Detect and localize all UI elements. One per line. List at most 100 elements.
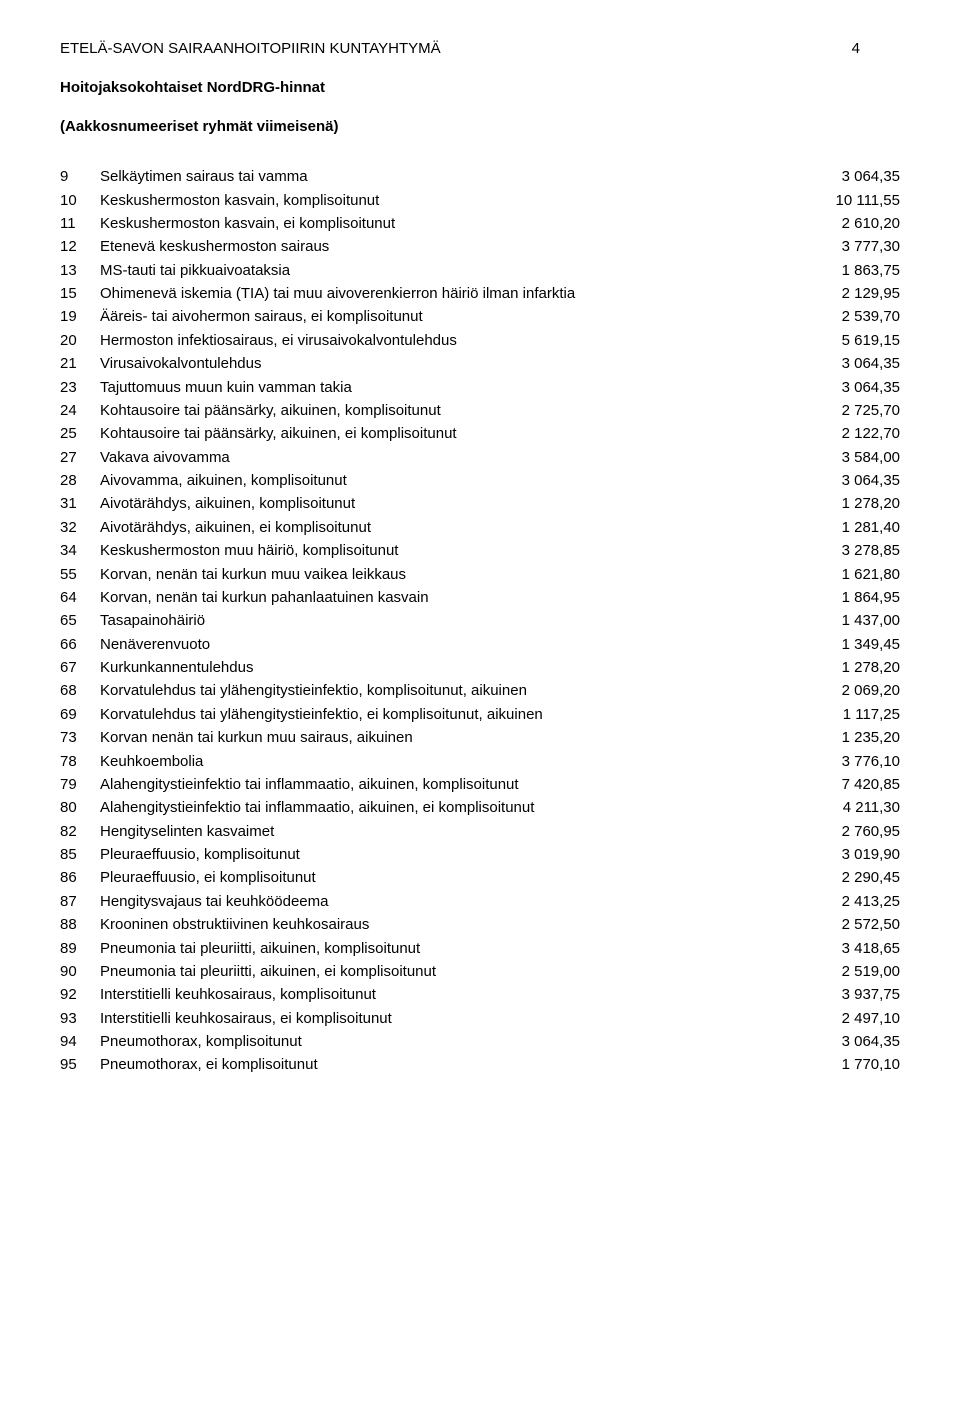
row-label: Selkäytimen sairaus tai vamma [100, 165, 800, 188]
row-price: 2 572,50 [800, 913, 900, 936]
row-label: Aivotärähdys, aikuinen, komplisoitunut [100, 492, 800, 515]
row-label: Vakava aivovamma [100, 446, 800, 469]
row-price: 3 064,35 [800, 1030, 900, 1053]
table-row: 82Hengityselinten kasvaimet2 760,95 [60, 820, 900, 843]
table-row: 13MS-tauti tai pikkuaivoataksia1 863,75 [60, 259, 900, 282]
price-table: 9Selkäytimen sairaus tai vamma 3 064,35 10… [60, 165, 900, 1077]
table-row: 27Vakava aivovamma3 584,00 [60, 446, 900, 469]
row-price: 3 019,90 [800, 843, 900, 866]
row-code: 27 [60, 446, 100, 469]
table-row: 87Hengitysvajaus tai keuhköödeema2 413,2… [60, 890, 900, 913]
document-title: Hoitojaksokohtaiset NordDRG-hinnat [60, 79, 900, 96]
row-code: 64 [60, 586, 100, 609]
row-price: 2 122,70 [800, 422, 900, 445]
row-code: 87 [60, 890, 100, 913]
table-row: 69Korvatulehdus tai ylähengitystieinfekt… [60, 703, 900, 726]
row-label: Korvan, nenän tai kurkun pahanlaatuinen … [100, 586, 800, 609]
row-price: 2 610,20 [800, 212, 900, 235]
row-code: 85 [60, 843, 100, 866]
table-row: 25Kohtausoire tai päänsärky, aikuinen, e… [60, 422, 900, 445]
row-label: Pneumonia tai pleuriitti, aikuinen, komp… [100, 936, 800, 959]
row-price: 2 725,70 [800, 399, 900, 422]
table-row: 19Ääreis- tai aivohermon sairaus, ei kom… [60, 305, 900, 328]
table-row: 79Alahengitystieinfektio tai inflammaati… [60, 773, 900, 796]
table-row: 23Tajuttomuus muun kuin vamman takia3 06… [60, 375, 900, 398]
table-row: 88Krooninen obstruktiivinen keuhkosairau… [60, 913, 900, 936]
header-organization: ETELÄ-SAVON SAIRAANHOITOPIIRIN KUNTAYHTY… [60, 40, 441, 57]
row-code: 34 [60, 539, 100, 562]
row-code: 95 [60, 1053, 100, 1076]
row-code: 86 [60, 866, 100, 889]
row-label: Virusaivokalvontulehdus [100, 352, 800, 375]
row-price: 2 539,70 [800, 305, 900, 328]
row-code: 79 [60, 773, 100, 796]
row-code: 66 [60, 633, 100, 656]
row-code: 10 [60, 188, 100, 211]
row-price: 1 281,40 [800, 516, 900, 539]
row-price: 3 064,35 [800, 352, 900, 375]
row-label: Korvan nenän tai kurkun muu sairaus, aik… [100, 726, 800, 749]
row-code: 23 [60, 375, 100, 398]
table-row: 12Etenevä keskushermoston sairaus3 777,3… [60, 235, 900, 258]
row-label: Keskushermoston kasvain, ei komplisoitun… [100, 212, 800, 235]
table-row: 10Keskushermoston kasvain, komplisoitunu… [60, 188, 900, 211]
row-label: Kurkunkannentulehdus [100, 656, 800, 679]
row-code: 88 [60, 913, 100, 936]
row-label: Etenevä keskushermoston sairaus [100, 235, 800, 258]
row-code: 28 [60, 469, 100, 492]
row-label: Pneumothorax, ei komplisoitunut [100, 1053, 800, 1076]
row-label: Interstitielli keuhkosairaus, komplisoit… [100, 983, 800, 1006]
table-row: 34Keskushermoston muu häiriö, komplisoit… [60, 539, 900, 562]
table-row: 15Ohimenevä iskemia (TIA) tai muu aivove… [60, 282, 900, 305]
table-row: 86Pleuraeffuusio, ei komplisoitunut2 290… [60, 866, 900, 889]
table-row: 66Nenäverenvuoto1 349,45 [60, 633, 900, 656]
row-label: Pneumonia tai pleuriitti, aikuinen, ei k… [100, 960, 800, 983]
row-label: Hengityselinten kasvaimet [100, 820, 800, 843]
row-price: 1 117,25 [800, 703, 900, 726]
row-label: Aivotärähdys, aikuinen, ei komplisoitunu… [100, 516, 800, 539]
row-price: 1 770,10 [800, 1053, 900, 1076]
row-code: 31 [60, 492, 100, 515]
row-label: MS-tauti tai pikkuaivoataksia [100, 259, 800, 282]
table-row: 89Pneumonia tai pleuriitti, aikuinen, ko… [60, 936, 900, 959]
row-label: Tajuttomuus muun kuin vamman takia [100, 375, 800, 398]
row-code: 92 [60, 983, 100, 1006]
row-label: Ohimenevä iskemia (TIA) tai muu aivovere… [100, 282, 800, 305]
row-price: 1 235,20 [800, 726, 900, 749]
row-code: 21 [60, 352, 100, 375]
table-row: 85Pleuraeffuusio, komplisoitunut3 019,90 [60, 843, 900, 866]
row-price: 2 413,25 [800, 890, 900, 913]
row-label: Korvan, nenän tai kurkun muu vaikea leik… [100, 562, 800, 585]
row-code: 9 [60, 165, 100, 188]
table-row: 92Interstitielli keuhkosairaus, kompliso… [60, 983, 900, 1006]
row-label: Tasapainohäiriö [100, 609, 800, 632]
row-label: Alahengitystieinfektio tai inflammaatio,… [100, 773, 800, 796]
row-price: 5 619,15 [800, 329, 900, 352]
row-price: 2 129,95 [800, 282, 900, 305]
table-row: 21Virusaivokalvontulehdus3 064,35 [60, 352, 900, 375]
row-label: Kohtausoire tai päänsärky, aikuinen, kom… [100, 399, 800, 422]
row-code: 65 [60, 609, 100, 632]
row-label: Keskushermoston kasvain, komplisoitunut [100, 188, 800, 211]
row-label: Keuhkoembolia [100, 749, 800, 772]
row-label: Ääreis- tai aivohermon sairaus, ei kompl… [100, 305, 800, 328]
table-row: 20Hermoston infektiosairaus, ei virusaiv… [60, 329, 900, 352]
row-code: 32 [60, 516, 100, 539]
row-label: Nenäverenvuoto [100, 633, 800, 656]
row-label: Korvatulehdus tai ylähengitystieinfektio… [100, 679, 800, 702]
table-row: 24Kohtausoire tai päänsärky, aikuinen, k… [60, 399, 900, 422]
row-code: 13 [60, 259, 100, 282]
row-price: 3 776,10 [800, 749, 900, 772]
row-code: 68 [60, 679, 100, 702]
table-row: 68Korvatulehdus tai ylähengitystieinfekt… [60, 679, 900, 702]
row-label: Hengitysvajaus tai keuhköödeema [100, 890, 800, 913]
row-price: 2 519,00 [800, 960, 900, 983]
row-code: 24 [60, 399, 100, 422]
row-code: 69 [60, 703, 100, 726]
row-price: 1 278,20 [800, 492, 900, 515]
row-price: 3 584,00 [800, 446, 900, 469]
row-code: 73 [60, 726, 100, 749]
header: ETELÄ-SAVON SAIRAANHOITOPIIRIN KUNTAYHTY… [60, 40, 900, 57]
table-row: 90Pneumonia tai pleuriitti, aikuinen, ei… [60, 960, 900, 983]
row-code: 90 [60, 960, 100, 983]
